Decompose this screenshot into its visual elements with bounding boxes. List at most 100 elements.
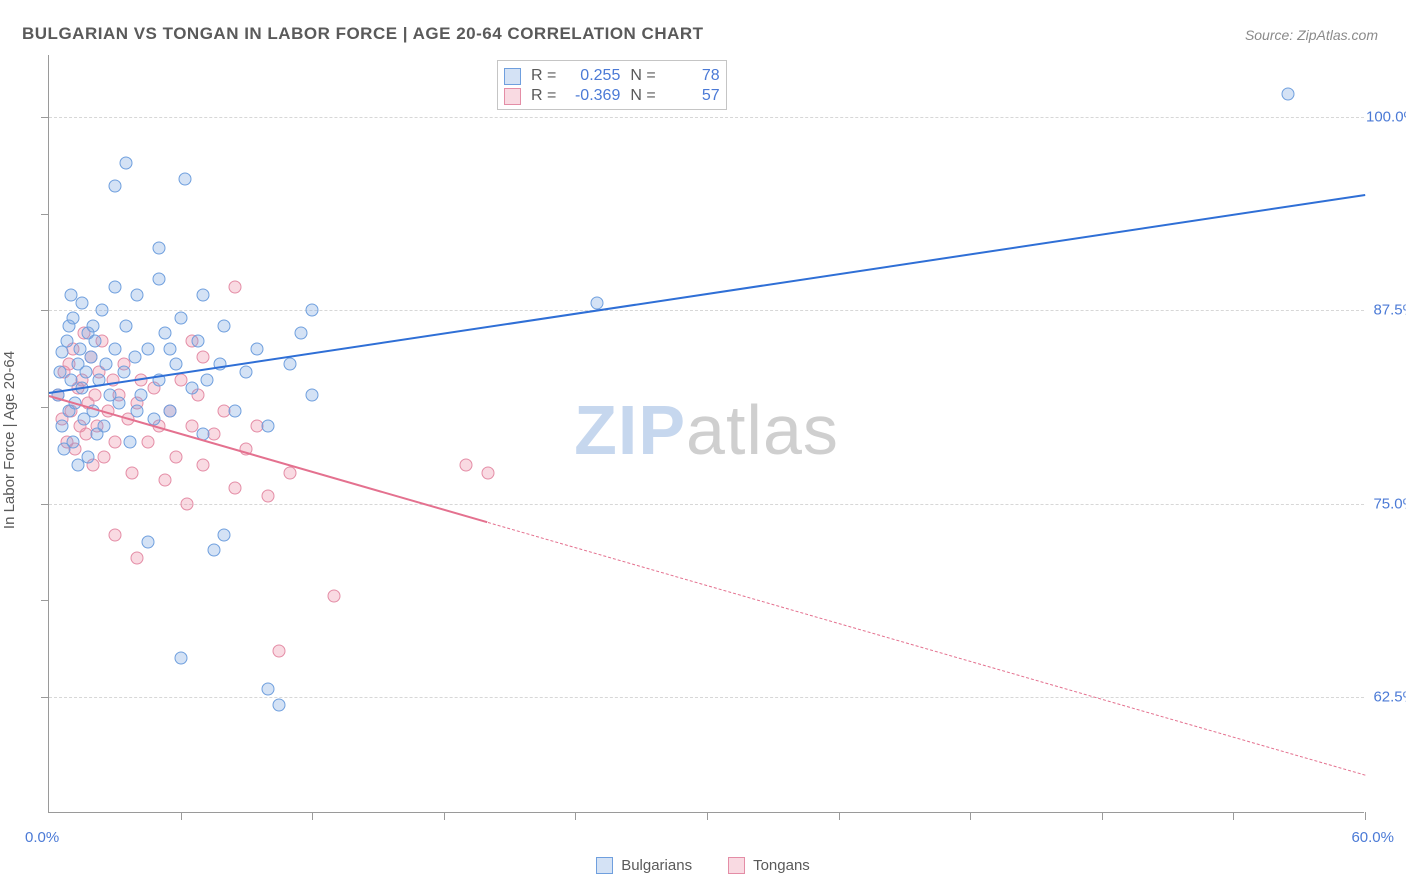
data-point-bulgarians (218, 528, 231, 541)
x-tick (839, 812, 840, 820)
data-point-bulgarians (119, 157, 132, 170)
watermark-zip: ZIP (574, 391, 686, 469)
data-point-bulgarians (152, 273, 165, 286)
data-point-bulgarians (207, 544, 220, 557)
data-point-bulgarians (163, 342, 176, 355)
data-point-tongans (328, 590, 341, 603)
stat-R-bulgarians: 0.255 (566, 67, 620, 85)
data-point-bulgarians (56, 420, 69, 433)
stat-row-tongans: R = -0.369 N = 57 (504, 87, 720, 105)
data-point-bulgarians (591, 296, 604, 309)
data-point-bulgarians (80, 366, 93, 379)
stat-N-tongans: 57 (666, 87, 720, 105)
data-point-bulgarians (86, 319, 99, 332)
data-point-bulgarians (135, 389, 148, 402)
data-point-bulgarians (273, 698, 286, 711)
y-tick (41, 117, 49, 118)
stat-row-bulgarians: R = 0.255 N = 78 (504, 67, 720, 85)
data-point-tongans (273, 644, 286, 657)
data-point-tongans (229, 482, 242, 495)
data-point-bulgarians (284, 358, 297, 371)
data-point-bulgarians (95, 304, 108, 317)
data-point-bulgarians (200, 373, 213, 386)
legend-item-bulgarians: Bulgarians (596, 857, 692, 874)
y-tick (41, 407, 49, 408)
data-point-bulgarians (185, 381, 198, 394)
stat-N-label: N = (630, 67, 655, 85)
data-point-tongans (97, 451, 110, 464)
trend-line-tongans (488, 522, 1366, 776)
x-tick (444, 812, 445, 820)
data-point-bulgarians (130, 288, 143, 301)
data-point-tongans (159, 474, 172, 487)
data-point-tongans (196, 350, 209, 363)
data-point-bulgarians (117, 366, 130, 379)
data-point-bulgarians (251, 342, 264, 355)
grid-line (49, 697, 1364, 698)
data-point-bulgarians (108, 281, 121, 294)
data-point-tongans (481, 466, 494, 479)
data-point-bulgarians (124, 435, 137, 448)
data-point-bulgarians (100, 358, 113, 371)
data-point-bulgarians (229, 404, 242, 417)
swatch-tongans-icon (728, 857, 745, 874)
stat-N-label: N = (630, 87, 655, 105)
data-point-tongans (262, 489, 275, 502)
data-point-tongans (130, 551, 143, 564)
data-point-tongans (459, 458, 472, 471)
data-point-bulgarians (1282, 87, 1295, 100)
data-point-bulgarians (108, 342, 121, 355)
data-point-bulgarians (130, 404, 143, 417)
data-point-tongans (196, 458, 209, 471)
stat-legend: R = 0.255 N = 78 R = -0.369 N = 57 (497, 60, 727, 110)
data-point-bulgarians (159, 327, 172, 340)
stat-N-bulgarians: 78 (666, 67, 720, 85)
trend-line-bulgarians (49, 194, 1365, 394)
y-tick-label: 75.0% (1366, 495, 1406, 512)
data-point-tongans (126, 466, 139, 479)
data-point-bulgarians (262, 420, 275, 433)
y-axis-title: In Labor Force | Age 20-64 (1, 351, 18, 529)
stat-R-label: R = (531, 67, 556, 85)
data-point-bulgarians (89, 335, 102, 348)
swatch-bulgarians-icon (504, 68, 521, 85)
data-point-tongans (108, 528, 121, 541)
swatch-bulgarians-icon (596, 857, 613, 874)
watermark-atlas: atlas (686, 391, 839, 469)
data-point-bulgarians (240, 366, 253, 379)
data-point-bulgarians (306, 389, 319, 402)
x-tick (970, 812, 971, 820)
source-attribution: Source: ZipAtlas.com (1245, 27, 1378, 43)
data-point-bulgarians (67, 435, 80, 448)
x-tick (575, 812, 576, 820)
data-point-bulgarians (174, 652, 187, 665)
x-axis-min-label: 0.0% (25, 829, 59, 846)
data-point-bulgarians (108, 180, 121, 193)
x-tick (707, 812, 708, 820)
x-tick (312, 812, 313, 820)
y-tick-label: 100.0% (1366, 108, 1406, 125)
data-point-bulgarians (119, 319, 132, 332)
data-point-bulgarians (295, 327, 308, 340)
legend-item-tongans: Tongans (728, 857, 810, 874)
swatch-tongans-icon (504, 88, 521, 105)
data-point-bulgarians (67, 311, 80, 324)
data-point-bulgarians (306, 304, 319, 317)
data-point-tongans (141, 435, 154, 448)
grid-line (49, 310, 1364, 311)
data-point-bulgarians (192, 335, 205, 348)
data-point-bulgarians (84, 350, 97, 363)
data-point-bulgarians (97, 420, 110, 433)
watermark: ZIPatlas (574, 390, 839, 470)
data-point-tongans (181, 497, 194, 510)
grid-line (49, 504, 1364, 505)
data-point-bulgarians (75, 296, 88, 309)
data-point-bulgarians (60, 335, 73, 348)
data-point-bulgarians (218, 319, 231, 332)
data-point-bulgarians (128, 350, 141, 363)
y-tick (41, 600, 49, 601)
stat-R-label: R = (531, 87, 556, 105)
x-axis-max-label: 60.0% (1351, 829, 1394, 846)
x-tick (1102, 812, 1103, 820)
data-point-bulgarians (262, 683, 275, 696)
